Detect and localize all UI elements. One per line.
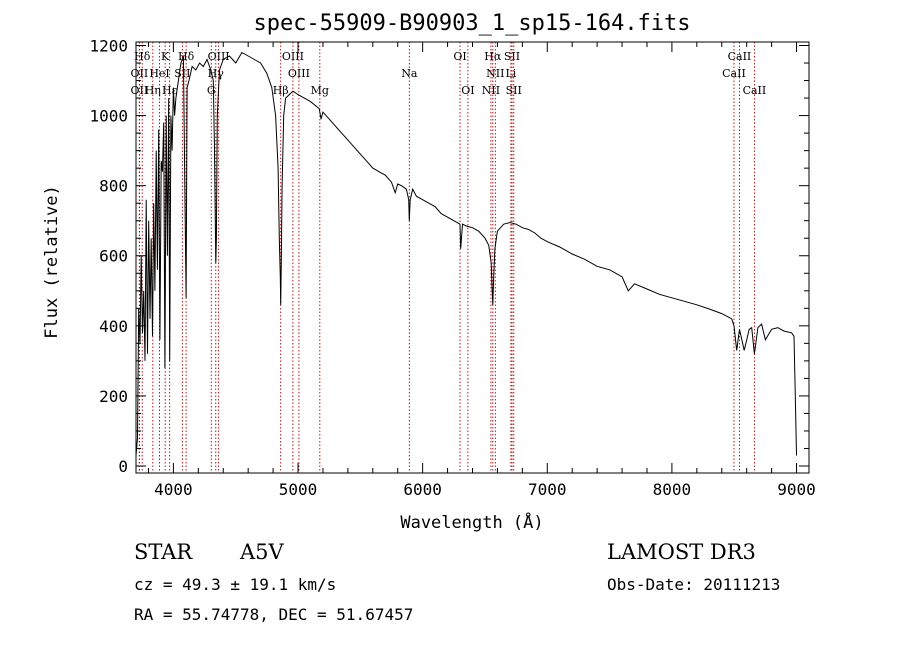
axis-ticks: 4000 5000 6000 7000 8000 9000 0 200 400 600 800 100… [89,37,815,499]
line-marker-label-12: Hγ [208,67,225,80]
line-marker-label-7: SII [504,50,520,63]
line-marker-label-0: Hδ [134,50,151,63]
survey-name: LAMOST DR3 [607,540,756,564]
spectral-subclass: A5V [240,540,284,564]
y-tick-label-1: 200 [99,387,128,406]
x-tick-label-0: 4000 [154,480,193,499]
line-marker-label-14: Na [401,67,418,80]
line-marker-label-6: Hα [484,50,502,63]
line-marker-label-5: OI [453,50,466,63]
line-marker-label-15: NII [486,67,504,80]
line-marker-label-1: K [161,50,170,63]
line-marker-label-16: Li [505,67,516,80]
x-tick-label-3: 7000 [528,480,567,499]
line-marker-label-26: SII [506,84,522,97]
x-tick-label-5: 9000 [777,480,816,499]
redshift-value: cz = 49.3 ± 19.1 km/s [134,575,337,594]
line-marker-label-8: CaII [728,50,752,63]
x-tick-label-1: 5000 [279,480,318,499]
y-tick-label-5: 1000 [89,107,128,126]
chart-title: spec-55909-B90903_1_sp15-164.fits [253,11,690,36]
line-marker-label-10: HeI [149,67,169,80]
spectrum-line [135,51,797,456]
y-tick-label-2: 400 [99,317,128,336]
y-tick-label-3: 600 [99,247,128,266]
line-marker-label-4: OIII [282,50,304,63]
x-axis-label: Wavelength (Å) [400,511,543,533]
x-tick-label-2: 6000 [403,480,442,499]
y-tick-label-0: 0 [118,457,128,476]
line-marker-label-18: OII [131,84,149,97]
y-tick-label-6: 1200 [89,37,128,56]
object-class: STAR [134,540,193,564]
line-marker-label-2: Hδ [178,50,195,63]
line-marker-label-3: OIII [208,50,230,63]
line-marker-label-17: CaII [722,67,746,80]
coordinates: RA = 55.74778, DEC = 51.67457 [134,605,414,624]
spectrum-chart: spec-55909-B90903_1_sp15-164.fits Flux (… [42,11,816,533]
line-marker-label-22: Hβ [273,84,289,97]
line-marker-label-21: G [207,84,216,97]
line-marker-label-23: Mg [311,84,329,97]
observation-date: Obs-Date: 20111213 [607,575,781,594]
line-marker-label-24: OI [461,84,474,97]
x-tick-label-4: 8000 [653,480,692,499]
line-marker-label-25: NII [482,84,500,97]
line-marker-label-13: OIII [288,67,310,80]
line-marker-label-11: SII [174,67,190,80]
plot-frame [135,41,810,474]
line-marker-label-19: Hε [162,84,178,97]
y-axis-label: Flux (relative) [42,185,62,339]
line-marker-label-27: CaII [743,84,767,97]
y-tick-label-4: 800 [99,177,128,196]
line-marker-label-20: Hη [145,84,161,97]
